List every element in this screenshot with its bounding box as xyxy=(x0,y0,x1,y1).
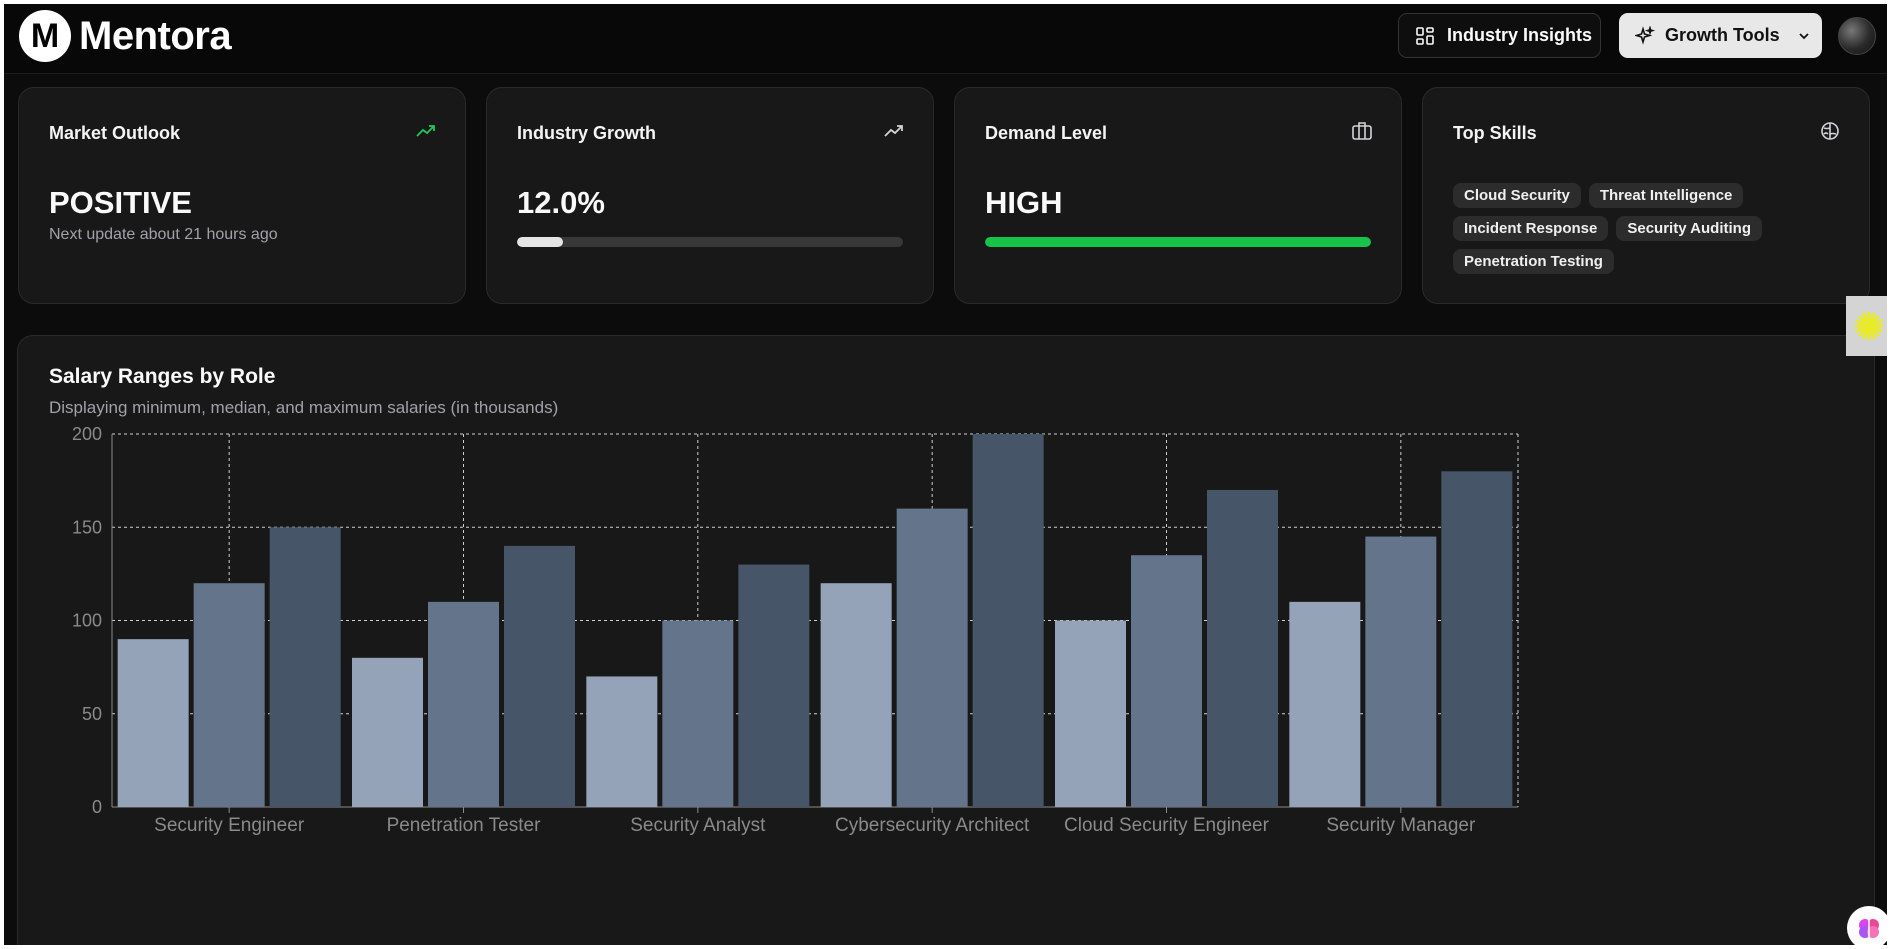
salary-bar xyxy=(1055,620,1126,807)
salary-bar xyxy=(1365,536,1437,807)
brain-icon xyxy=(1859,919,1879,938)
salary-bar xyxy=(586,676,658,807)
x-tick-label: Cybersecurity Architect xyxy=(835,815,1030,836)
top-nav: M Mentora Industry Insights Growth Tools xyxy=(4,4,1887,74)
demand-level-value: HIGH xyxy=(985,185,1063,220)
salary-bar xyxy=(1207,489,1278,807)
industry-growth-progress xyxy=(517,237,903,247)
market-outlook-value: POSITIVE xyxy=(49,185,192,220)
side-launcher-button[interactable] xyxy=(1846,296,1887,356)
industry-insights-button[interactable]: Industry Insights xyxy=(1398,13,1601,58)
salary-bar-chart: 0 50 100 150 200 Security Engineer Penetration… xyxy=(72,424,1519,836)
growth-tools-dropdown[interactable]: Growth Tools xyxy=(1619,13,1822,58)
x-tick-label: Security Analyst xyxy=(630,815,766,836)
top-skills-title: Top Skills xyxy=(1453,123,1537,143)
logo-mark-icon: M xyxy=(19,10,71,62)
salary-bar xyxy=(1131,555,1202,807)
skill-chip: Security Auditing xyxy=(1616,216,1762,241)
brand-logo[interactable]: M Mentora xyxy=(19,10,232,62)
demand-level-progress xyxy=(985,237,1371,247)
chevron-down-icon xyxy=(1799,32,1809,39)
salary-bar xyxy=(428,601,499,807)
x-tick-label: Penetration Tester xyxy=(387,815,542,836)
sparkles-icon xyxy=(1635,25,1655,45)
skill-chip: Cloud Security xyxy=(1453,183,1581,208)
market-outlook-update-time: Next update about 21 hours ago xyxy=(49,226,278,243)
salary-chart-panel: Salary Ranges by Role Displaying minimum… xyxy=(17,335,1875,945)
skill-chip: Threat Intelligence xyxy=(1588,183,1744,208)
y-tick-label: 50 xyxy=(82,704,102,724)
industry-growth-value: 12.0% xyxy=(517,185,605,220)
demand-level-card: Demand Level HIGH xyxy=(954,87,1402,304)
salary-bar xyxy=(117,639,189,807)
brain-icon xyxy=(1821,122,1839,140)
demand-level-progress-fill xyxy=(985,237,1371,247)
skill-chip: Incident Response xyxy=(1453,216,1609,241)
salary-bar xyxy=(269,527,341,807)
growth-tools-label: Growth Tools xyxy=(1665,25,1780,45)
market-outlook-title: Market Outlook xyxy=(49,123,181,143)
assistant-brain-button[interactable] xyxy=(1847,906,1887,945)
briefcase-icon xyxy=(1352,122,1372,140)
dashboard-grid-icon xyxy=(1416,26,1434,45)
salary-bar xyxy=(1441,471,1513,807)
brand-name: Mentora xyxy=(79,13,232,58)
salary-bar xyxy=(820,583,892,807)
y-tick-label: 200 xyxy=(72,424,102,444)
salary-chart-title: Salary Ranges by Role xyxy=(49,365,276,388)
y-tick-label: 100 xyxy=(72,611,102,631)
x-tick-label: Security Manager xyxy=(1326,815,1476,836)
x-tick-label: Cloud Security Engineer xyxy=(1064,815,1270,836)
y-tick-label: 150 xyxy=(72,517,102,537)
market-outlook-card: Market Outlook POSITIVE Next update abou… xyxy=(18,87,466,304)
demand-level-title: Demand Level xyxy=(985,123,1108,143)
x-tick-label: Security Engineer xyxy=(154,815,305,836)
trending-up-icon xyxy=(884,125,903,137)
top-skills-card: Top Skills Cloud Security Threat Intelli… xyxy=(1422,87,1870,304)
app-window: M Mentora Industry Insights Growth Tools… xyxy=(4,4,1887,945)
salary-bar xyxy=(352,657,423,807)
salary-bar xyxy=(504,545,575,807)
y-tick-label: 0 xyxy=(92,797,102,817)
salary-bar xyxy=(972,434,1044,807)
trending-up-icon xyxy=(416,125,435,137)
salary-bar xyxy=(896,508,968,807)
salary-chart-subtitle: Displaying minimum, median, and maximum … xyxy=(49,398,559,417)
asterisk-icon xyxy=(1854,311,1883,341)
industry-growth-progress-fill xyxy=(517,237,564,247)
salary-bar xyxy=(1289,601,1361,807)
industry-insights-label: Industry Insights xyxy=(1447,25,1593,45)
salary-bar xyxy=(662,620,734,807)
skill-chip: Penetration Testing xyxy=(1453,249,1614,274)
industry-growth-card: Industry Growth 12.0% xyxy=(486,87,934,304)
salary-bar xyxy=(193,583,265,807)
top-skills-list: Cloud Security Threat Intelligence Incid… xyxy=(1453,183,1853,274)
industry-growth-title: Industry Growth xyxy=(517,123,656,143)
salary-bar xyxy=(738,564,810,807)
user-avatar[interactable] xyxy=(1838,17,1876,55)
